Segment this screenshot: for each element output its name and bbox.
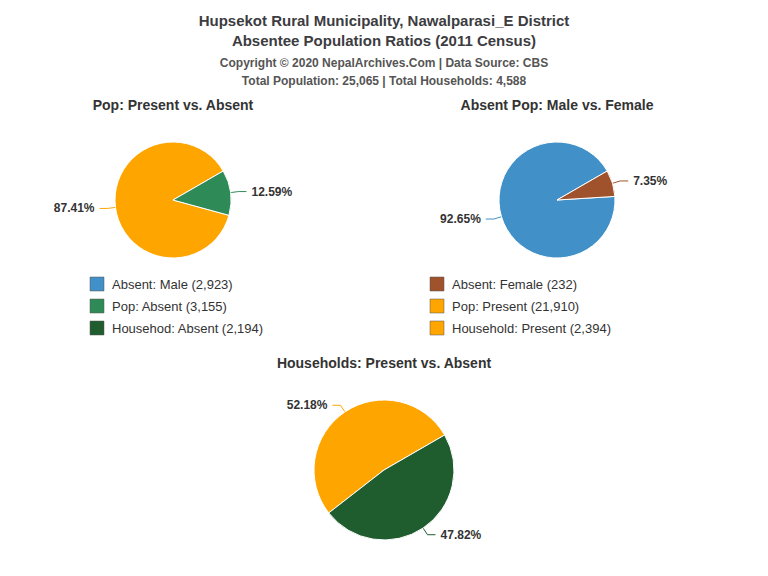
svg-text:Households: Present vs. Absent: Households: Present vs. Absent: [277, 355, 492, 371]
svg-text:Copyright © 2020 NepalArchives: Copyright © 2020 NepalArchives.Com | Dat…: [220, 56, 548, 70]
svg-text:47.82%: 47.82%: [441, 528, 482, 542]
svg-text:Household: Present (2,394): Household: Present (2,394): [452, 321, 611, 336]
svg-text:Absentee Population Ratios (20: Absentee Population Ratios (2011 Census): [232, 32, 536, 49]
svg-text:Hupsekot Rural Municipality, N: Hupsekot Rural Municipality, Nawalparasi…: [199, 12, 570, 29]
svg-text:52.18%: 52.18%: [287, 398, 328, 412]
svg-text:7.35%: 7.35%: [633, 174, 667, 188]
svg-text:92.65%: 92.65%: [440, 212, 481, 226]
svg-text:Absent: Female (232): Absent: Female (232): [452, 277, 577, 292]
svg-text:Pop: Present vs. Absent: Pop: Present vs. Absent: [93, 97, 254, 113]
svg-text:Pop: Present (21,910): Pop: Present (21,910): [452, 299, 579, 314]
svg-text:Absent: Male (2,923): Absent: Male (2,923): [112, 277, 233, 292]
svg-text:12.59%: 12.59%: [251, 185, 292, 199]
svg-text:Total Population: 25,065 | Tot: Total Population: 25,065 | Total Househo…: [242, 74, 527, 88]
svg-text:Househod: Absent (2,194): Househod: Absent (2,194): [112, 321, 263, 336]
svg-text:87.41%: 87.41%: [54, 201, 95, 215]
svg-text:Pop: Absent (3,155): Pop: Absent (3,155): [112, 299, 227, 314]
svg-text:Absent Pop: Male vs. Female: Absent Pop: Male vs. Female: [461, 97, 654, 113]
